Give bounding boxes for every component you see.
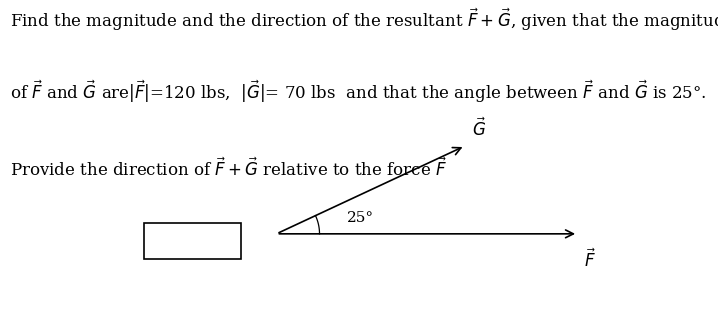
Text: $\vec{G}$: $\vec{G}$ <box>472 117 486 140</box>
Text: of $\vec{F}$ and $\vec{G}$ are$|\vec{F}|$=120 lbs,  $|\vec{G}|$= 70 lbs  and tha: of $\vec{F}$ and $\vec{G}$ are$|\vec{F}|… <box>10 79 707 106</box>
Bar <box>144 223 241 259</box>
Text: 25°: 25° <box>347 211 373 225</box>
Text: Provide the direction of $\vec{F}+\vec{G}$ relative to the force $\vec{F}$: Provide the direction of $\vec{F}+\vec{G… <box>10 158 447 180</box>
Text: Find the magnitude and the direction of the resultant $\vec{F}+\vec{G}$, given t: Find the magnitude and the direction of … <box>10 6 718 33</box>
Text: $\vec{F}$: $\vec{F}$ <box>584 248 595 270</box>
